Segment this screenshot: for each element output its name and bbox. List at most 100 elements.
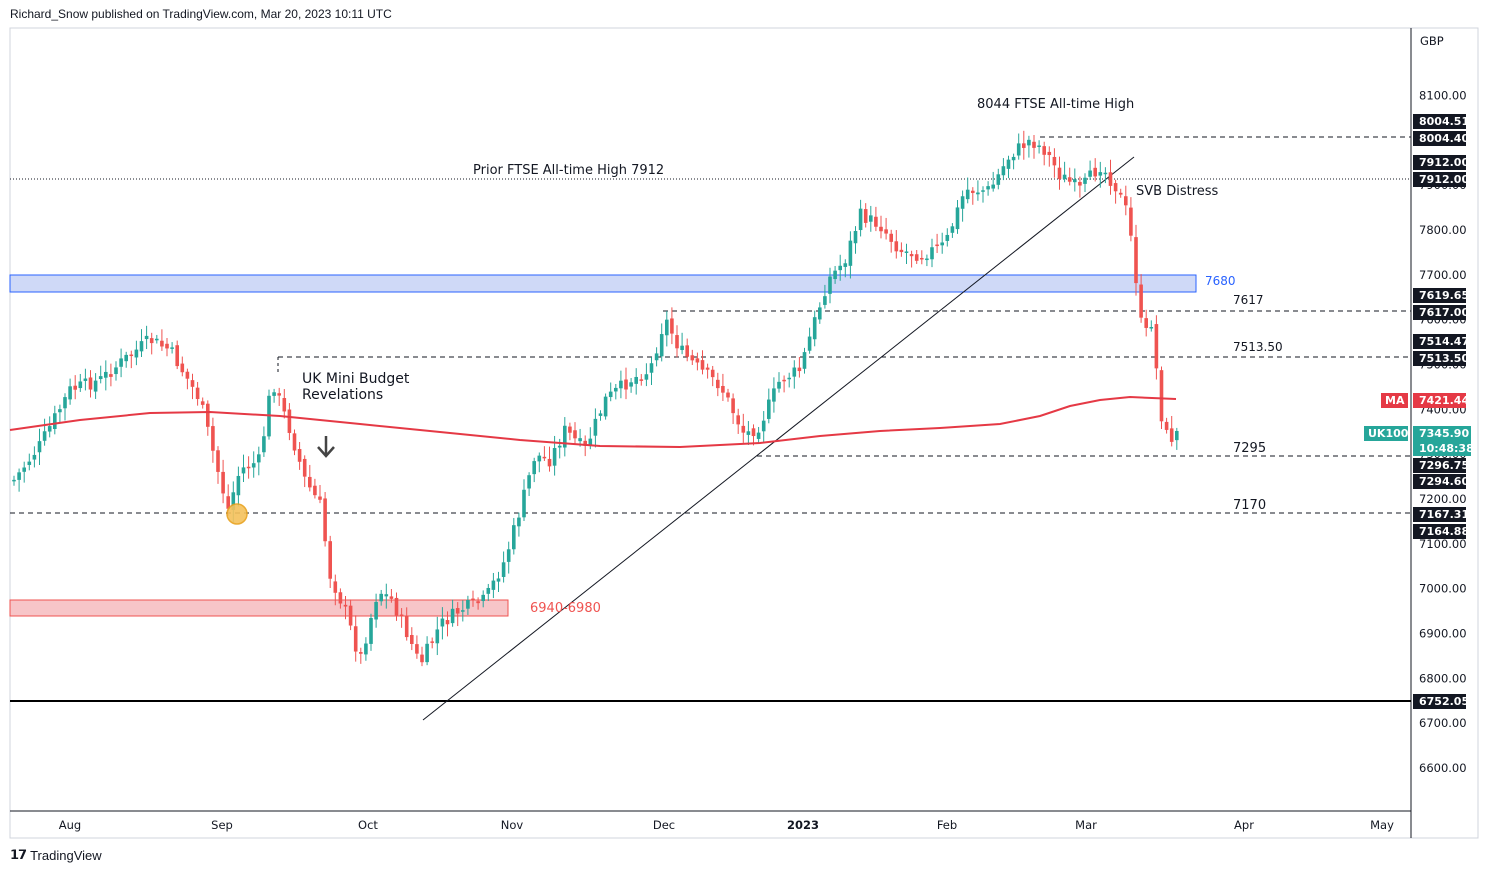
candle-body <box>833 270 837 280</box>
sep-low-marker <box>226 503 248 525</box>
price-tick: 7800.00 <box>1419 223 1467 237</box>
candle-body <box>506 549 511 562</box>
candle-body <box>654 353 659 361</box>
candle-body <box>914 254 919 261</box>
candle-body <box>231 492 236 510</box>
candle-body <box>1006 159 1011 169</box>
candle-body <box>476 601 480 604</box>
candle-body <box>160 340 164 347</box>
time-tick: Sep <box>211 818 233 832</box>
candle-body <box>32 454 37 460</box>
candle-body <box>12 479 16 482</box>
candle-body <box>639 379 644 381</box>
candle-body <box>874 216 878 227</box>
candle-body <box>955 207 960 230</box>
candle-body <box>236 475 241 496</box>
tag-7164: 7164.88 <box>1419 525 1469 538</box>
candle-body <box>1016 143 1021 156</box>
candle-body <box>1088 170 1092 177</box>
candle-body <box>777 381 781 389</box>
last-price-tag: 7345.90 <box>1419 427 1469 440</box>
candle-body <box>450 608 455 624</box>
candle-body <box>608 391 613 398</box>
brand-name: TradingView <box>30 847 102 863</box>
candle-body <box>782 379 786 382</box>
candle-body <box>588 438 593 446</box>
price-tick: 6800.00 <box>1419 671 1467 685</box>
price-tick: 7000.00 <box>1419 582 1467 596</box>
candle-body <box>756 432 761 439</box>
candle-body <box>1032 141 1036 148</box>
candle-body <box>593 418 598 436</box>
candle-body <box>17 472 21 480</box>
candle-body <box>894 241 899 252</box>
candle-body <box>792 367 797 377</box>
candle-body <box>1159 370 1164 422</box>
candle-body <box>109 374 113 377</box>
prior-ath-annotation: Prior FTSE All-time High 7912 <box>473 163 664 178</box>
candle-body <box>1129 207 1133 236</box>
candle-body <box>848 240 853 266</box>
candle-body <box>323 498 327 542</box>
candle-body <box>767 399 771 419</box>
candle-body <box>328 541 332 579</box>
candles <box>12 130 1179 667</box>
candle-body <box>37 441 42 453</box>
candle-body <box>935 244 939 247</box>
tag-8004-40: 8004.40 <box>1419 132 1469 145</box>
candle-body <box>170 347 174 349</box>
tag-7619: 7619.65 <box>1419 289 1469 302</box>
candle-body <box>960 196 965 209</box>
candle-body <box>1037 145 1041 147</box>
candle-body <box>700 360 705 370</box>
candle-body <box>68 386 72 400</box>
candle-body <box>491 580 496 590</box>
candle-body <box>812 317 817 340</box>
candle-body <box>644 374 649 380</box>
ma-series-line <box>9 395 1177 449</box>
budget-annotation-line2: Revelations <box>302 387 383 403</box>
candle-body <box>950 226 955 233</box>
candle-body <box>695 358 700 363</box>
candle-body <box>1113 183 1118 192</box>
candle-body <box>971 190 975 193</box>
candle-body <box>185 371 190 379</box>
price-tags: 8004.51 8004.40 7912.00 7912.00 7619.65 … <box>1364 114 1474 709</box>
candle-body <box>251 463 256 468</box>
candle-body <box>297 449 302 462</box>
candle-body <box>879 226 883 232</box>
candle-body <box>374 601 378 620</box>
level-label-7170: 7170 <box>1233 498 1266 513</box>
candle-body <box>976 192 980 195</box>
candle-body <box>190 380 195 387</box>
price-tick: 7700.00 <box>1419 268 1467 282</box>
candle-body <box>1022 143 1026 148</box>
candle-body <box>93 380 98 392</box>
candle-body <box>920 257 924 260</box>
symbol-tag: UK100 <box>1368 427 1409 440</box>
candle-body <box>420 654 424 663</box>
candle-body <box>211 426 215 451</box>
candle-body <box>690 355 695 361</box>
candle-body <box>1067 177 1072 182</box>
tag-6752: 6752.05 <box>1419 695 1469 708</box>
candle-body <box>282 398 287 412</box>
tradingview-logo-icon: 𝟭𝟳 <box>10 847 27 862</box>
candle-body <box>818 307 822 320</box>
candle-body <box>761 420 766 432</box>
candle-body <box>455 608 460 614</box>
candle-body <box>965 189 970 200</box>
candle-body <box>471 598 475 601</box>
candle-body <box>904 251 909 253</box>
candle-body <box>1149 327 1154 329</box>
candle-body <box>991 184 995 189</box>
candle-body <box>155 338 159 341</box>
candle-body <box>710 369 715 378</box>
price-tick: 6700.00 <box>1419 716 1467 730</box>
time-tick: Aug <box>59 818 81 832</box>
ma-value-tag: 7421.44 <box>1419 394 1469 407</box>
candle-body <box>863 209 868 223</box>
candle-body <box>287 409 292 433</box>
candle-body <box>73 385 77 390</box>
